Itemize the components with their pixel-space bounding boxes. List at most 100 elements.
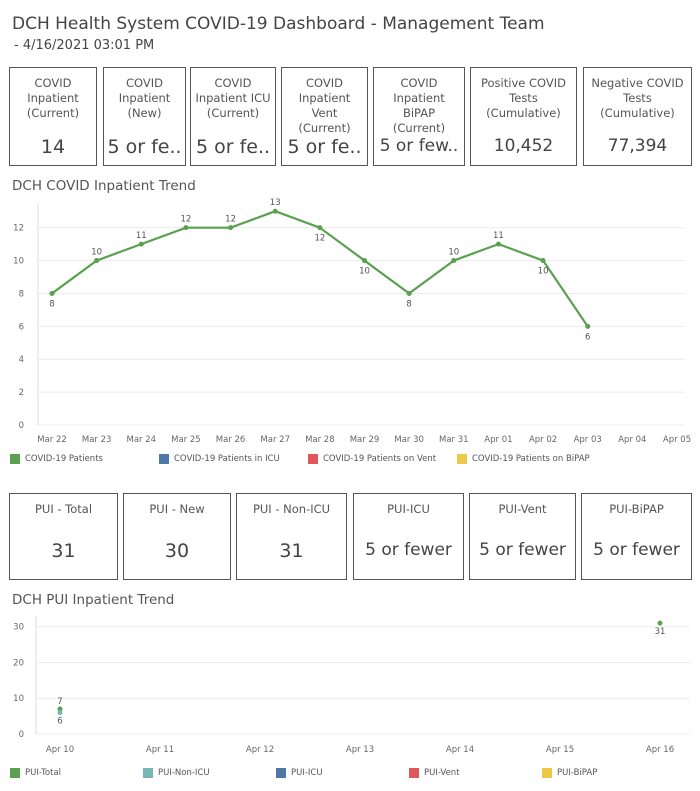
x-tick-label: Apr 14 xyxy=(446,745,474,755)
kpi-label: COVID Inpatient (Current) xyxy=(26,76,80,120)
x-tick-label: Mar 23 xyxy=(82,435,112,445)
x-tick-label: Apr 11 xyxy=(146,745,174,755)
legend-label: PUI-BiPAP xyxy=(557,768,598,778)
y-tick-label: 20 xyxy=(13,658,24,668)
data-point xyxy=(57,706,63,712)
data-point xyxy=(57,710,63,716)
kpi-card-positive-tests: Positive COVID Tests (Cumulative) 10,452 xyxy=(470,67,577,166)
pui-card-total: PUI - Total 31 xyxy=(9,493,118,580)
pui-card-non-icu: PUI - Non-ICU 31 xyxy=(236,493,347,580)
y-tick-label: 30 xyxy=(13,623,24,633)
legend-covid-icu[interactable]: COVID-19 Patients in ICU xyxy=(159,454,280,464)
x-tick-label: Apr 03 xyxy=(574,435,602,445)
legend-swatch xyxy=(457,454,467,464)
x-tick-label: Apr 16 xyxy=(646,745,674,755)
data-point xyxy=(540,258,546,264)
kpi-card-negative-tests: Negative COVID Tests (Cumulative) 77,394 xyxy=(583,67,692,166)
inpatient-trend-title: DCH COVID Inpatient Trend xyxy=(12,178,196,194)
data-point xyxy=(183,225,189,231)
data-label: 13 xyxy=(270,198,281,208)
legend-pui-bipap[interactable]: PUI-BiPAP xyxy=(542,768,597,778)
kpi-label: Positive COVID Tests (Cumulative) xyxy=(481,76,566,120)
x-tick-label: Apr 10 xyxy=(46,745,74,755)
x-tick-label: Apr 05 xyxy=(663,435,691,445)
legend-label: COVID-19 Patients in ICU xyxy=(174,454,280,464)
kpi-value: 30 xyxy=(164,540,190,562)
y-tick-label: 2 xyxy=(19,388,24,398)
legend-swatch xyxy=(10,454,20,464)
kpi-card-inpatient-icu: COVID Inpatient ICU (Current) 5 or fe.. xyxy=(190,67,276,166)
kpi-label: COVID Inpatient ICU (Current) xyxy=(195,76,271,120)
legend-label: PUI-Vent xyxy=(424,768,460,778)
inpatient-trend-chart: 0 2 4 6 8 10 12 Mar 22 Mar 23 Mar 24 Mar 25 Mar 26 M… xyxy=(13,198,691,445)
data-point xyxy=(362,258,367,264)
y-tick-label: 12 xyxy=(13,224,24,234)
data-label: 7 xyxy=(57,697,62,707)
legend-covid-bipap[interactable]: COVID-19 Patients on BiPAP xyxy=(457,454,590,464)
x-tick-label: Apr 01 xyxy=(484,435,512,445)
legend-swatch xyxy=(542,768,552,778)
legend-swatch xyxy=(409,768,419,778)
kpi-value: 5 or fe.. xyxy=(287,136,362,158)
y-tick-label: 8 xyxy=(19,289,24,299)
kpi-label: PUI - Total xyxy=(34,502,93,516)
data-label: 31 xyxy=(655,627,666,637)
kpi-label: PUI - Non-ICU xyxy=(252,502,331,516)
data-point xyxy=(406,290,412,296)
x-tick-label: Mar 28 xyxy=(305,435,335,445)
data-label: 11 xyxy=(136,231,147,241)
data-label: 10 xyxy=(448,248,459,258)
kpi-value: 14 xyxy=(40,136,66,158)
data-point xyxy=(228,225,234,231)
legend-label: PUI-Total xyxy=(25,768,61,778)
kpi-label: PUI - New xyxy=(149,502,205,516)
pui-card-icu: PUI-ICU 5 or fewer xyxy=(353,493,464,580)
x-tick-label: Mar 22 xyxy=(37,435,67,445)
x-tick-label: Apr 12 xyxy=(246,745,274,755)
data-label: 10 xyxy=(91,248,102,258)
data-label: 8 xyxy=(406,299,411,309)
x-tick-label: Apr 04 xyxy=(618,435,646,445)
pui-card-new: PUI - New 30 xyxy=(123,493,231,580)
dashboard-title: DCH Health System COVID-19 Dashboard - M… xyxy=(12,14,545,34)
kpi-label: Negative COVID Tests (Cumulative) xyxy=(591,76,684,120)
kpi-value: 5 or fewer xyxy=(593,540,680,560)
legend-label: COVID-19 Patients on BiPAP xyxy=(472,454,590,464)
kpi-value: 31 xyxy=(279,540,304,562)
data-point xyxy=(317,225,323,231)
legend-pui-total[interactable]: PUI-Total xyxy=(10,768,61,778)
dashboard-timestamp: - 4/16/2021 03:01 PM xyxy=(14,38,155,53)
x-tick-label: Mar 25 xyxy=(171,435,201,445)
kpi-label: PUI-ICU xyxy=(387,502,430,516)
data-point xyxy=(138,241,144,247)
data-label: 10 xyxy=(538,267,549,277)
legend-label: COVID-19 Patients on Vent xyxy=(323,454,437,464)
legend-covid-patients[interactable]: COVID-19 Patients xyxy=(10,454,103,464)
legend-label: PUI-Non-ICU xyxy=(158,768,210,778)
kpi-value: 5 or few.. xyxy=(379,136,459,156)
data-point xyxy=(451,258,457,264)
legend-pui-icu[interactable]: PUI-ICU xyxy=(276,768,323,778)
kpi-value: 5 or fewer xyxy=(479,540,566,560)
legend-covid-vent[interactable]: COVID-19 Patients on Vent xyxy=(308,454,436,464)
y-tick-label: 0 xyxy=(19,421,24,431)
data-point xyxy=(585,323,591,329)
data-label: 11 xyxy=(493,231,504,241)
legend-swatch xyxy=(308,454,318,464)
legend-pui-non-icu[interactable]: PUI-Non-ICU xyxy=(143,768,210,778)
x-tick-label: Mar 24 xyxy=(127,435,157,445)
data-label: 6 xyxy=(57,717,62,727)
data-label: 12 xyxy=(225,215,236,225)
kpi-card-inpatient-new: COVID Inpatient (New) 5 or fe.. xyxy=(103,67,186,166)
x-tick-label: Mar 27 xyxy=(260,435,290,445)
legend-swatch xyxy=(159,454,169,464)
y-tick-label: 10 xyxy=(13,694,24,704)
pui-card-vent: PUI-Vent 5 or fewer xyxy=(469,493,576,580)
data-label: 10 xyxy=(359,267,370,277)
x-tick-label: Mar 26 xyxy=(216,435,246,445)
pui-trend-chart: 0 10 20 30 Apr 10 Apr 11 Apr 12 Apr 13 Apr 14 Apr… xyxy=(13,616,690,755)
x-tick-label: Apr 02 xyxy=(529,435,557,445)
legend-swatch xyxy=(10,768,20,778)
legend-pui-vent[interactable]: PUI-Vent xyxy=(409,768,460,778)
legend-swatch xyxy=(276,768,286,778)
